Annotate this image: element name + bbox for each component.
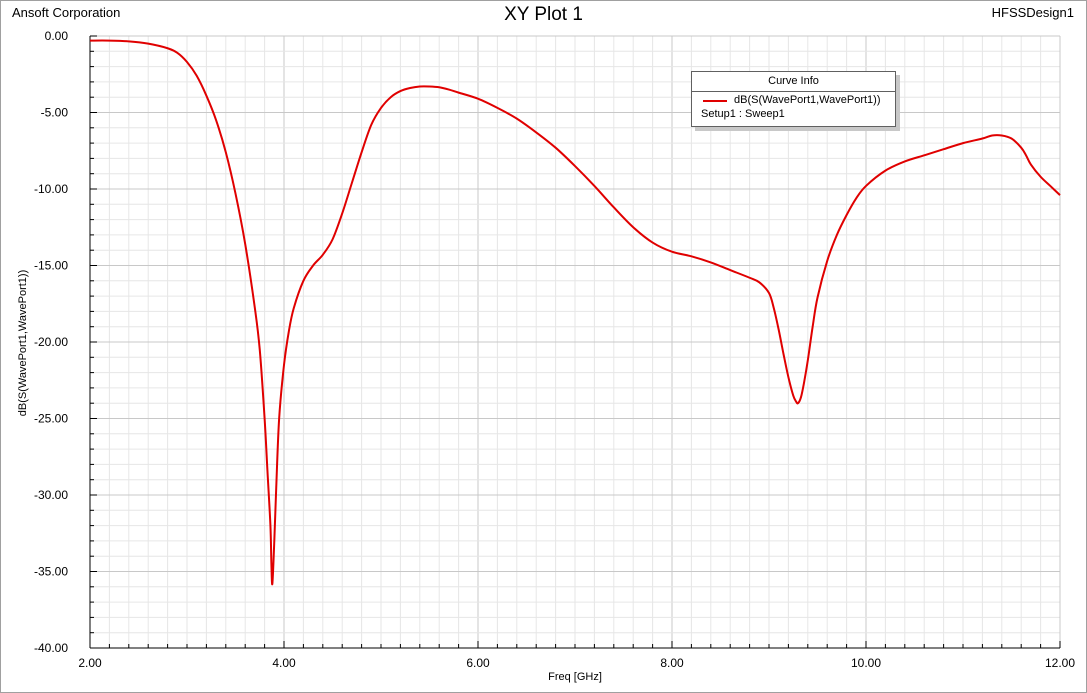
- design-name: HFSSDesign1: [991, 5, 1074, 20]
- y-tick-label: -15.00: [34, 259, 68, 273]
- y-axis-label: dB(S(WavePort1,WavePort1)): [17, 270, 29, 417]
- y-tick-label: -10.00: [34, 182, 68, 196]
- curve-info-legend[interactable]: Curve Info dB(S(WavePort1,WavePort1)) Se…: [691, 71, 896, 127]
- y-tick-label: 0.00: [45, 29, 69, 43]
- x-tick-label: 10.00: [851, 656, 881, 670]
- x-tick-label: 4.00: [272, 656, 296, 670]
- curve-layer: [89, 39, 1061, 586]
- grid-lines: [89, 35, 1061, 649]
- series-line-s11: [89, 39, 1061, 586]
- y-tick-label: -35.00: [34, 565, 68, 579]
- axes: [89, 35, 1061, 649]
- y-tick-label: -30.00: [34, 488, 68, 502]
- tick-labels: 2.00 4.00 6.00 8.00 10.00 12.00 0.00 -5.00 -10.0…: [34, 29, 1075, 670]
- y-tick-label: -40.00: [34, 641, 68, 655]
- company-label: Ansoft Corporation: [12, 5, 121, 20]
- curve-name: dB(S(WavePort1,WavePort1)): [734, 94, 881, 106]
- curve-info-heading: Curve Info: [692, 72, 895, 92]
- x-tick-label: 12.00: [1045, 656, 1075, 670]
- y-tick-label: -20.00: [34, 335, 68, 349]
- x-tick-label: 6.00: [466, 656, 490, 670]
- legend-entry[interactable]: dB(S(WavePort1,WavePort1)): [692, 92, 895, 109]
- curve-swatch: [703, 100, 727, 102]
- y-tick-label: -5.00: [41, 106, 69, 120]
- y-tick-label: -25.00: [34, 412, 68, 426]
- curve-setup: Setup1 : Sweep1: [701, 108, 785, 120]
- plot-title: XY Plot 1: [504, 4, 583, 25]
- x-axis-label: Freq [GHz]: [548, 671, 602, 683]
- x-tick-label: 8.00: [660, 656, 684, 670]
- x-tick-label: 2.00: [78, 656, 102, 670]
